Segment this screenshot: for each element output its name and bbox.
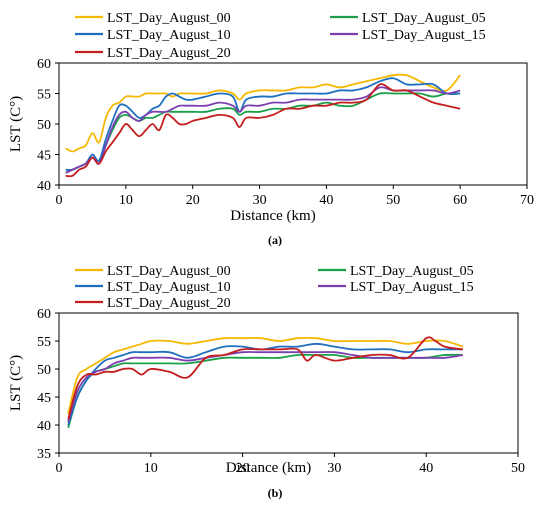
legend-item: LST_Day_August_05 <box>318 264 474 279</box>
y-tick-label: 50 <box>37 118 51 133</box>
x-tick-label: 30 <box>327 461 341 476</box>
x-tick-label: 40 <box>319 193 333 208</box>
x-tick-label: 10 <box>119 193 133 208</box>
x-tick-label: 0 <box>56 461 63 476</box>
legend-label: LST_Day_August_10 <box>107 280 231 295</box>
legend-item: LST_Day_August_20 <box>75 296 231 311</box>
x-tick-label: 10 <box>144 461 158 476</box>
y-tick-label: 40 <box>37 179 51 194</box>
series-line <box>65 83 461 178</box>
legend-label: LST_Day_August_20 <box>107 296 231 311</box>
x-tick-label: 50 <box>511 461 525 476</box>
legend-label: LST_Day_August_10 <box>107 28 231 43</box>
x-axis-label: Distance (km) <box>226 460 311 476</box>
legend-label: LST_Day_August_15 <box>362 28 486 43</box>
legend-label: LST_Day_August_05 <box>362 11 486 26</box>
y-tick-label: 60 <box>37 57 51 72</box>
x-tick-label: 60 <box>453 193 467 208</box>
y-tick-label: 45 <box>37 149 51 164</box>
series-lines <box>67 336 464 429</box>
legend-item: LST_Day_August_15 <box>330 28 486 43</box>
plot-frame <box>58 62 528 186</box>
legend-label: LST_Day_August_00 <box>107 264 231 279</box>
x-tick-label: 50 <box>386 193 400 208</box>
y-tick-label: 50 <box>37 363 51 378</box>
legend-item: LST_Day_August_15 <box>318 280 474 295</box>
x-tick-label: 30 <box>253 193 267 208</box>
legend-item: LST_Day_August_10 <box>75 28 231 43</box>
y-axis-label: LST (C°) <box>8 355 24 411</box>
y-tick-label: 55 <box>37 88 51 103</box>
panel-label: (b) <box>268 486 283 500</box>
series-line <box>67 342 463 426</box>
series-line <box>67 353 463 429</box>
legend-item: LST_Day_August_05 <box>330 11 486 26</box>
x-axis-label: Distance (km) <box>230 208 315 224</box>
series-line <box>67 336 464 415</box>
y-tick-label: 45 <box>37 391 51 406</box>
y-axis-label: LST (C°) <box>8 96 24 152</box>
legend-item: LST_Day_August_00 <box>75 264 231 279</box>
legend-item: LST_Day_August_20 <box>75 46 231 61</box>
legend-item: LST_Day_August_10 <box>75 280 231 295</box>
series-line <box>65 77 461 171</box>
series-lines <box>65 73 461 178</box>
legend-item: LST_Day_August_00 <box>75 11 231 26</box>
x-tick-label: 20 <box>186 193 200 208</box>
plot-frame <box>58 312 519 454</box>
legend-label: LST_Day_August_05 <box>350 264 474 279</box>
chart-panel-a: LST_Day_August_00 LST_Day_August_05 LST_Da… <box>8 11 534 247</box>
legend-label: LST_Day_August_00 <box>107 11 231 26</box>
series-line <box>67 336 464 420</box>
panel-label: (a) <box>268 233 282 247</box>
chart-panel-b: LST_Day_August_00 LST_Day_August_05LST_Da… <box>8 264 525 500</box>
series-line <box>65 86 461 174</box>
x-tick-label: 70 <box>520 193 534 208</box>
x-tick-label: 0 <box>56 193 63 208</box>
series-line <box>65 73 461 153</box>
legend-label: LST_Day_August_20 <box>107 46 231 61</box>
y-tick-label: 40 <box>37 419 51 434</box>
x-tick-label: 40 <box>419 461 433 476</box>
x-tick-label: 20 <box>236 461 250 476</box>
y-tick-label: 60 <box>37 307 51 322</box>
y-tick-label: 35 <box>37 447 51 462</box>
legend-label: LST_Day_August_15 <box>350 280 474 295</box>
y-tick-label: 55 <box>37 335 51 350</box>
